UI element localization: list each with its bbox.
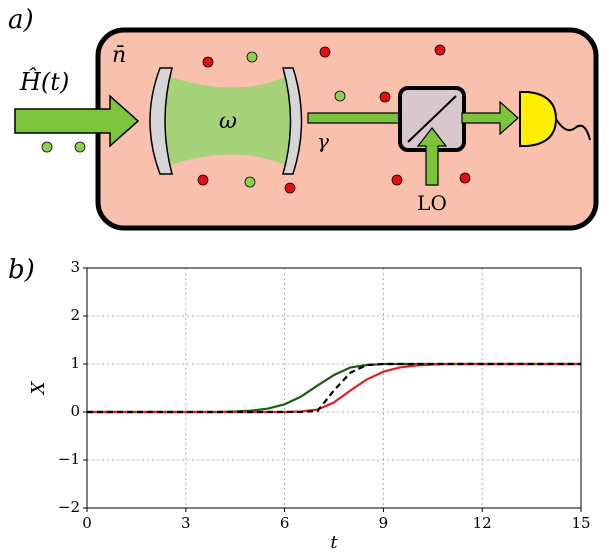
series-line [87,362,581,414]
frequency-label: ω [219,109,237,134]
y-tick-label: 1 [70,354,80,372]
decay-label: γ [317,129,329,153]
x-tick-label: 9 [379,514,389,532]
y-tick-label: 0 [70,402,80,420]
x-axis-label: t [330,532,338,553]
detector-arrow [461,100,519,136]
y-tick-label: −2 [58,498,80,516]
x-tick-label: 12 [473,514,492,532]
hamiltonian-label: Ĥ(t) [19,67,69,96]
mirror [282,67,303,175]
y-axis-label: X [28,380,49,396]
series-line [87,362,581,414]
x-tick-label: 15 [571,514,590,532]
plot-frame [86,267,582,509]
mirror [149,67,173,175]
input-arrow [14,94,140,148]
splitter-line [407,95,457,143]
lo-label: LO [417,191,447,215]
detector-cable [555,118,591,141]
x-tick-label: 0 [82,514,92,532]
thermal-label: n̄ [112,43,126,68]
panel-label: b) [8,255,35,285]
x-tick-label: 3 [181,514,191,532]
lo-arrow [416,127,448,186]
y-tick-label: 2 [70,306,80,324]
y-tick-label: 3 [70,258,80,276]
series-line [87,362,581,414]
cavity-mode [165,75,290,167]
panel-label: a) [8,5,34,35]
y-tick-label: −1 [58,450,80,468]
photons [41,44,471,194]
x-tick-label: 6 [280,514,290,532]
